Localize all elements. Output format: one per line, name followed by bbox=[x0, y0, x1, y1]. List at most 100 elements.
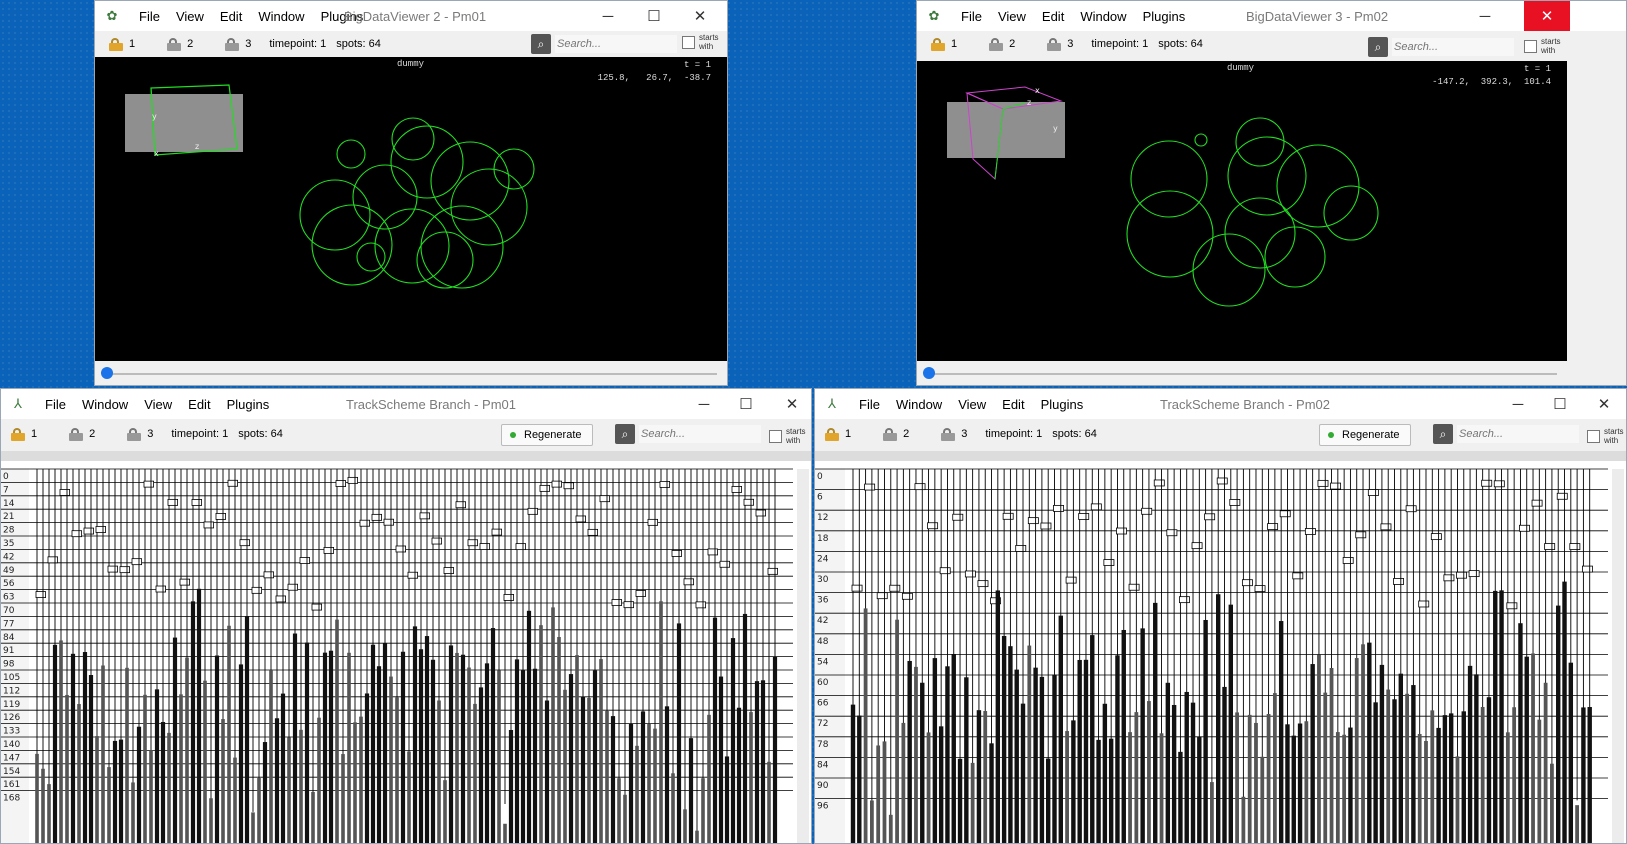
dense-branch bbox=[628, 723, 634, 843]
search-icon[interactable]: ⌕ bbox=[531, 34, 551, 54]
menu-view[interactable]: View bbox=[175, 8, 204, 24]
lock-2[interactable]: 2 bbox=[167, 37, 193, 51]
minimize-button[interactable]: ─ bbox=[602, 7, 614, 25]
lock-1[interactable]: 1 bbox=[931, 37, 957, 51]
timepoint-slider[interactable] bbox=[917, 361, 1567, 385]
lock-1[interactable]: 1 bbox=[825, 427, 851, 441]
lineage-canvas[interactable]: 0 6 12 18 24 30 36 42 48 54 60 66 72 78 84 90 96 bbox=[815, 451, 1626, 843]
time-tick-label: 154 bbox=[3, 767, 20, 777]
menu-window[interactable]: Window bbox=[1080, 8, 1127, 24]
dense-branch bbox=[1096, 739, 1101, 843]
branch-node bbox=[431, 537, 443, 545]
search-input[interactable] bbox=[1392, 38, 1514, 56]
dense-branch bbox=[659, 601, 663, 843]
spot bbox=[1194, 133, 1208, 147]
lock-3[interactable]: 3 bbox=[127, 427, 153, 441]
dense-branch bbox=[418, 649, 424, 843]
menu-window[interactable]: Window bbox=[81, 396, 129, 412]
maximize-button[interactable]: ☐ bbox=[739, 396, 753, 413]
dense-branch bbox=[382, 643, 388, 843]
dense-branch bbox=[136, 726, 142, 843]
lock-2[interactable]: 2 bbox=[883, 427, 909, 441]
lock-1[interactable]: 1 bbox=[11, 427, 37, 441]
search-input[interactable] bbox=[555, 35, 677, 53]
search-icon[interactable]: ⌕ bbox=[1368, 37, 1388, 57]
close-button[interactable]: ✕ bbox=[785, 396, 799, 413]
dense-branch bbox=[957, 758, 963, 843]
menu-window[interactable]: Window bbox=[895, 396, 943, 412]
menu-plugins[interactable]: Plugins bbox=[1040, 396, 1084, 412]
slider-knob[interactable] bbox=[101, 367, 113, 379]
source-name: dummy bbox=[397, 59, 425, 69]
starts-with-toggle[interactable]: starts with bbox=[1524, 37, 1561, 55]
search-icon[interactable]: ⌕ bbox=[1433, 424, 1453, 444]
menu-edit[interactable]: Edit bbox=[1041, 8, 1065, 24]
menu-plugins[interactable]: Plugins bbox=[320, 8, 364, 24]
lock-2[interactable]: 2 bbox=[989, 37, 1015, 51]
menu-plugins[interactable]: Plugins bbox=[1142, 8, 1186, 24]
menu-view[interactable]: View bbox=[958, 396, 987, 412]
branch-node bbox=[239, 539, 251, 547]
menu-window[interactable]: Window bbox=[258, 8, 305, 24]
lineage-canvas[interactable]: 0 7 14 21 28 35 42 49 56 63 70 77 84 91 98 105 112 119 126… bbox=[1, 451, 811, 843]
starts-with-checkbox[interactable] bbox=[1524, 39, 1537, 53]
dense-branch bbox=[41, 768, 45, 843]
starts-with-toggle[interactable]: starts with bbox=[1587, 427, 1624, 445]
spot-circles bbox=[299, 117, 535, 289]
time-tick-label: 42 bbox=[3, 552, 14, 562]
time-tick-label: 98 bbox=[3, 660, 15, 670]
dense-branch bbox=[1373, 702, 1378, 843]
lock-1[interactable]: 1 bbox=[109, 37, 135, 51]
starts-with-checkbox[interactable] bbox=[769, 429, 782, 443]
menu-edit[interactable]: Edit bbox=[1002, 396, 1025, 412]
lock-2[interactable]: 2 bbox=[69, 427, 95, 441]
starts-with-toggle[interactable]: starts with bbox=[682, 33, 719, 51]
menu-plugins[interactable]: Plugins bbox=[226, 396, 270, 412]
dense-branch bbox=[1568, 662, 1574, 843]
minimize-button[interactable]: ─ bbox=[698, 395, 710, 413]
menu-view[interactable]: View bbox=[144, 396, 173, 412]
maximize-button[interactable]: ☐ bbox=[1553, 396, 1567, 413]
menu-edit[interactable]: Edit bbox=[219, 8, 243, 24]
spots-label: spots: 64 bbox=[1052, 428, 1097, 440]
timepoint-slider[interactable] bbox=[95, 361, 727, 385]
search-input[interactable] bbox=[1457, 425, 1579, 443]
dense-branch bbox=[1285, 724, 1290, 843]
search-input[interactable] bbox=[639, 425, 761, 443]
close-button[interactable]: ✕ bbox=[1597, 396, 1611, 413]
menu-file[interactable]: File bbox=[961, 8, 982, 24]
branch-node bbox=[251, 586, 263, 594]
minimize-button[interactable]: ─ bbox=[1512, 395, 1524, 413]
dense-branch bbox=[701, 778, 705, 843]
branch-node bbox=[990, 597, 1001, 605]
time-tick-label: 168 bbox=[3, 794, 20, 804]
starts-with-toggle[interactable]: starts with bbox=[769, 427, 806, 445]
search-icon[interactable]: ⌕ bbox=[615, 424, 635, 444]
close-button[interactable]: ✕ bbox=[1524, 1, 1570, 31]
dense-branch bbox=[671, 773, 675, 843]
menu-view[interactable]: View bbox=[997, 8, 1026, 24]
slider-knob[interactable] bbox=[923, 367, 935, 379]
regenerate-button[interactable]: Regenerate bbox=[1319, 424, 1411, 446]
lock-3[interactable]: 3 bbox=[1047, 37, 1073, 51]
menu-file[interactable]: File bbox=[139, 8, 160, 24]
axis-letter: x bbox=[1035, 86, 1040, 95]
lock-3[interactable]: 3 bbox=[225, 37, 251, 51]
minimize-button[interactable]: ─ bbox=[1479, 7, 1491, 25]
dense-branch bbox=[35, 753, 39, 843]
lock-3[interactable]: 3 bbox=[941, 427, 967, 441]
viewer-canvas[interactable]: dummy t = 1 125.8, 26.7, -38.7 y z x bbox=[95, 57, 727, 361]
menu-edit[interactable]: Edit bbox=[188, 396, 211, 412]
viewer-canvas[interactable]: dummy t = 1 -147.2, 392.3, 101.4 x z y bbox=[917, 61, 1567, 361]
dense-branch bbox=[1448, 713, 1454, 843]
menu-file[interactable]: File bbox=[45, 396, 66, 412]
regenerate-button[interactable]: Regenerate bbox=[501, 424, 593, 446]
starts-with-checkbox[interactable] bbox=[682, 35, 695, 49]
nav-box-background bbox=[947, 102, 1065, 158]
close-button[interactable]: ✕ bbox=[693, 8, 707, 25]
starts-with-checkbox[interactable] bbox=[1587, 429, 1600, 443]
maximize-button[interactable]: ☐ bbox=[647, 8, 661, 25]
time-tick-label: 147 bbox=[3, 753, 20, 763]
menu-file[interactable]: File bbox=[859, 396, 880, 412]
lock-icon bbox=[167, 37, 182, 51]
